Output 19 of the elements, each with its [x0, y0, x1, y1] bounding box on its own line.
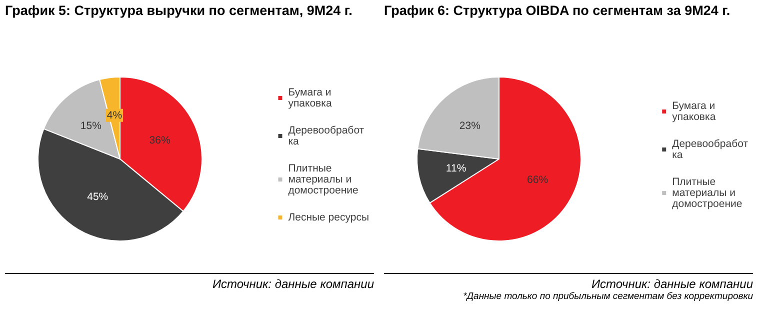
data-label: 4% [106, 109, 122, 122]
data-label: 45% [87, 190, 108, 203]
legend-label: Плитные материалы и домостроение [672, 176, 742, 210]
data-label: 36% [149, 134, 170, 146]
data-label: 11% [446, 162, 466, 175]
legend-label: Бумага и упаковка [672, 100, 718, 123]
legend-label: Деревообработка [672, 138, 748, 161]
text: Источник: данные компании [590, 277, 753, 291]
legend-label: Бумага и упаковка [288, 86, 334, 110]
text: Источник: данные компании [211, 277, 374, 291]
chart-title: График 6: Структура OIBDA по сегментам за 9М24 г. [384, 3, 732, 20]
text: *Данные только по прибыльным сегментам без корректировки [462, 291, 753, 302]
legend-label: Плитные материалы и домостроение [288, 162, 358, 196]
legend-label: Деревообработка [288, 124, 364, 148]
chart-title: График 5: Структура выручки по сегментам, 9М24 г. [5, 3, 354, 20]
data-label: 66% [527, 174, 548, 186]
legend-label: Лесные ресурсы [288, 212, 369, 224]
data-label: 15% [80, 120, 102, 132]
data-label: 23% [459, 120, 480, 132]
